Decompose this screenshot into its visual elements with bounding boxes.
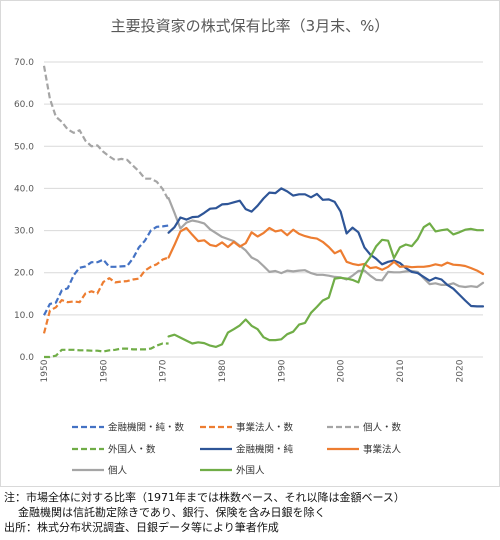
series-line <box>42 256 169 334</box>
legend-label: 事業法人 <box>363 444 402 456</box>
series-line <box>44 342 169 359</box>
chart-title: 主要投資家の株式保有比率（3月末、%） <box>111 17 390 35</box>
x-tick-label: 1960 <box>99 359 109 382</box>
x-tick-label: 2010 <box>396 359 406 382</box>
source-line: 出所：株式分布状況調査、日銀データ等により筆者作成 <box>4 521 279 534</box>
legend-label: 金融機関・純・数 <box>108 422 185 434</box>
legend-label: 個人・数 <box>363 422 402 434</box>
y-tick-label: 60.0 <box>14 100 34 110</box>
legend-label: 事業法人・数 <box>236 422 294 434</box>
x-tick-label: 2020 <box>455 359 465 382</box>
y-tick-label: 0.0 <box>20 353 35 363</box>
y-tick-label: 10.0 <box>14 311 34 321</box>
x-tick-label: 1950 <box>40 359 50 382</box>
legend-label: 外国人・数 <box>108 444 156 456</box>
series-line <box>42 65 170 201</box>
series-line <box>43 224 169 316</box>
x-tick-label: 2000 <box>337 359 347 382</box>
x-tick-label: 1990 <box>277 359 287 382</box>
y-tick-label: 70.0 <box>14 58 34 68</box>
y-tick-label: 20.0 <box>14 269 34 279</box>
legend-label: 個人 <box>108 465 128 477</box>
series-line <box>167 187 485 308</box>
x-tick-label: 1980 <box>218 359 228 382</box>
note-line-1: 注：市場全体に対する比率（1971年までは株数ベース、それ以降は金額ベース） <box>4 491 405 504</box>
x-tick-label: 1970 <box>159 359 169 382</box>
legend-label: 金融機関・純 <box>236 444 294 456</box>
line-chart: 主要投資家の株式保有比率（3月末、%） 0.0 10.0 20.0 30.0 40.0 5… <box>14 17 485 477</box>
y-tick-label: 50.0 <box>14 142 34 152</box>
y-tick-label: 40.0 <box>14 184 34 194</box>
footnotes: 注：市場全体に対する比率（1971年までは株数ベース、それ以降は金額ベース） 金… <box>4 490 405 535</box>
series-line <box>167 226 485 276</box>
series-line <box>167 222 485 348</box>
series-line <box>167 197 485 289</box>
legend-label: 外国人 <box>236 465 265 477</box>
y-tick-label: 30.0 <box>14 227 34 237</box>
note-line-2: 金融機関は信託勘定除きであり、銀行、保険を含み日銀を除く <box>18 506 326 519</box>
